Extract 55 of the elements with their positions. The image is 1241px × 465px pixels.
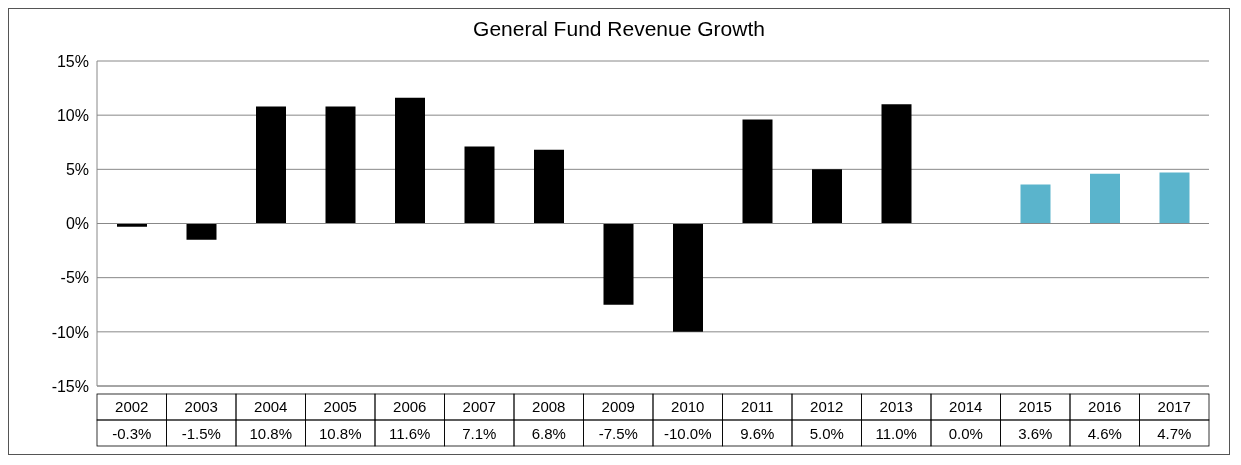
y-tick-label: -15% [51,377,89,395]
y-tick-label: -5% [60,269,89,287]
x-tick-label: 2003 [184,398,218,415]
bar [603,223,634,305]
data-label: -10.0% [663,425,712,442]
x-tick-label: 2002 [115,398,149,415]
data-label: 4.7% [1157,425,1192,442]
y-tick-label: 10% [56,106,89,124]
x-tick-label: 2014 [949,398,983,415]
bar [1090,173,1120,224]
x-tick-label: 2011 [741,398,774,415]
bar [812,169,842,224]
data-label: 6.8% [531,425,566,442]
x-tick-label: 2010 [671,398,705,415]
bar [1020,184,1051,224]
data-label: -0.3% [112,425,152,442]
data-label: 4.6% [1087,425,1122,442]
bar [256,106,286,224]
y-tick-label: 5% [65,161,89,179]
x-tick-label: 2013 [879,398,913,415]
x-tick-label: 2016 [1088,398,1122,415]
bar [395,97,425,224]
data-label: 9.6% [740,425,775,442]
data-label: 10.8% [249,425,293,442]
bar [464,146,495,224]
x-tick-label: 2007 [462,398,496,415]
bar [1159,172,1190,224]
data-label: 11.0% [875,425,917,442]
x-tick-label: 2006 [393,398,427,415]
x-tick-label: 2015 [1018,398,1052,415]
data-label: -7.5% [598,425,638,442]
data-label: 11.6% [389,425,431,442]
x-tick-label: 2009 [601,398,635,415]
data-label: 7.1% [462,425,497,442]
y-tick-label: 0% [65,215,89,233]
y-tick-label: -10% [51,323,89,341]
bar [186,223,217,240]
y-tick-label: 15% [56,52,89,70]
data-label: -1.5% [181,425,221,442]
data-label: 0.0% [948,425,983,442]
data-label: 5.0% [809,425,844,442]
bar [117,223,147,227]
bar [673,223,703,332]
bar [881,104,912,224]
x-tick-label: 2005 [323,398,357,415]
bar [325,106,356,224]
chart-title: General Fund Revenue Growth [472,17,766,41]
x-tick-label: 2012 [810,398,844,415]
data-label: 10.8% [318,425,362,442]
x-tick-label: 2008 [532,398,566,415]
data-label: 3.6% [1018,425,1053,442]
bar [742,119,773,224]
x-tick-label: 2004 [254,398,288,415]
bar [534,149,564,224]
x-tick-label: 2017 [1157,398,1191,415]
